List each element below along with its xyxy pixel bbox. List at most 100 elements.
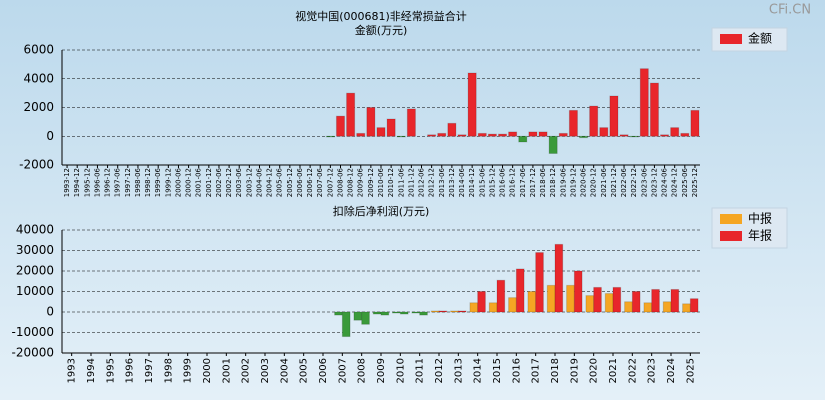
x-tick-label: 2002-12 [225,168,233,197]
bar [392,311,401,314]
x-tick-label: 2002-06 [215,167,223,197]
bar [649,82,659,137]
x-tick-label: 2019-12 [569,168,577,197]
x-tick-label: 2004-06 [255,167,263,197]
x-tick-label: 2005-12 [286,168,294,197]
bar [690,109,700,137]
x-tick-label: 2005-06 [276,167,284,197]
y-axis-label: 金额(万元) [355,23,408,37]
x-tick-label: 2001 [221,358,232,383]
bar [411,311,421,314]
x-tick-label: 2010-12 [387,168,395,197]
x-tick-label: 2019-06 [559,167,567,197]
bar [467,72,477,137]
bar [639,68,649,137]
x-tick-label: 2009-06 [357,167,365,197]
x-tick-label: 2025-06 [681,167,689,197]
x-tick-label: 2014 [473,358,484,383]
legend-swatch [720,214,742,224]
chart-title: 扣除后净利润(万元) [333,204,430,218]
x-tick-label: 2025 [685,358,696,383]
x-tick-label: 2008-12 [347,168,355,197]
x-tick-label: 2020-06 [580,167,588,197]
x-tick-label: 1997-12 [124,168,132,197]
x-tick-label: 2006-06 [296,167,304,197]
legend-swatch [720,231,742,241]
legend-box [711,27,788,52]
bar [457,134,467,137]
x-tick-label: 2024 [666,358,677,383]
x-tick-label: 2018-06 [539,167,547,197]
bar [488,302,498,313]
bar [629,135,639,138]
x-tick-label: 2016-12 [509,168,517,197]
bar [518,135,528,143]
bar [599,127,609,137]
bar [585,295,595,313]
x-tick-label: 2007 [337,358,348,383]
bar [325,135,335,138]
bar [477,132,487,137]
y-tick-label: 2000 [23,100,54,114]
bar [609,95,619,137]
bar [515,268,525,313]
x-tick-label: 1997 [144,358,155,383]
x-tick-label: 1993-12 [63,168,71,197]
y-tick-label: 0 [46,305,54,319]
x-tick-label: 2005 [299,358,310,383]
x-tick-label: 2013-12 [448,168,456,197]
x-tick-label: 2001-06 [195,167,203,197]
x-tick-label: 2007-12 [326,168,334,197]
legend-swatch [720,34,742,44]
x-tick-label: 2014-06 [458,167,466,197]
x-tick-label: 2023 [647,358,658,383]
bar [438,310,448,313]
bar [457,310,467,313]
x-tick-label: 2000-12 [185,168,193,197]
chart-title: 视觉中国(000681)非经常损益合计 [295,9,467,23]
y-tick-label: -2000 [19,158,54,172]
x-tick-label: 1994 [86,358,97,383]
bar [643,302,653,313]
x-tick-label: 1996 [125,358,136,383]
bar [527,291,537,313]
x-tick-label: 1994-12 [73,168,81,197]
y-tick-label: 10000 [16,284,54,298]
bar [508,131,518,137]
x-tick-label: 1996-12 [104,168,112,197]
x-tick-label: 1997-06 [114,167,122,197]
x-tick-label: 2015-12 [488,168,496,197]
x-tick-label: 2003-12 [245,168,253,197]
x-tick-label: 2022-12 [630,168,638,197]
y-tick-label: 40000 [16,223,54,237]
x-tick-label: 1998-06 [134,167,142,197]
bar [361,311,370,325]
bar [376,127,386,137]
bar [450,310,459,313]
y-tick-label: -20000 [11,346,54,360]
x-tick-label: 2021-12 [610,168,618,197]
x-tick-label: 2010 [395,358,406,383]
x-tick-label: 2008-06 [336,167,344,197]
x-tick-label: 2024-06 [661,167,669,197]
x-tick-label: 2020-12 [590,168,598,197]
bar [346,92,356,137]
x-tick-label: 1999-12 [164,168,172,197]
x-tick-label: 2022 [627,358,638,383]
bar [427,134,437,137]
bar [554,243,564,313]
x-tick-label: 2009-12 [367,168,375,197]
bar [680,132,690,137]
bar [670,288,680,313]
bar [386,118,396,137]
bar [496,279,506,313]
bar [396,135,406,138]
bar [548,135,558,154]
x-tick-label: 2011-12 [407,168,415,197]
bar [497,133,508,137]
bar [353,311,363,321]
x-tick-label: 2015-06 [478,167,486,197]
x-tick-label: 2004 [279,358,290,383]
bar [573,270,583,313]
